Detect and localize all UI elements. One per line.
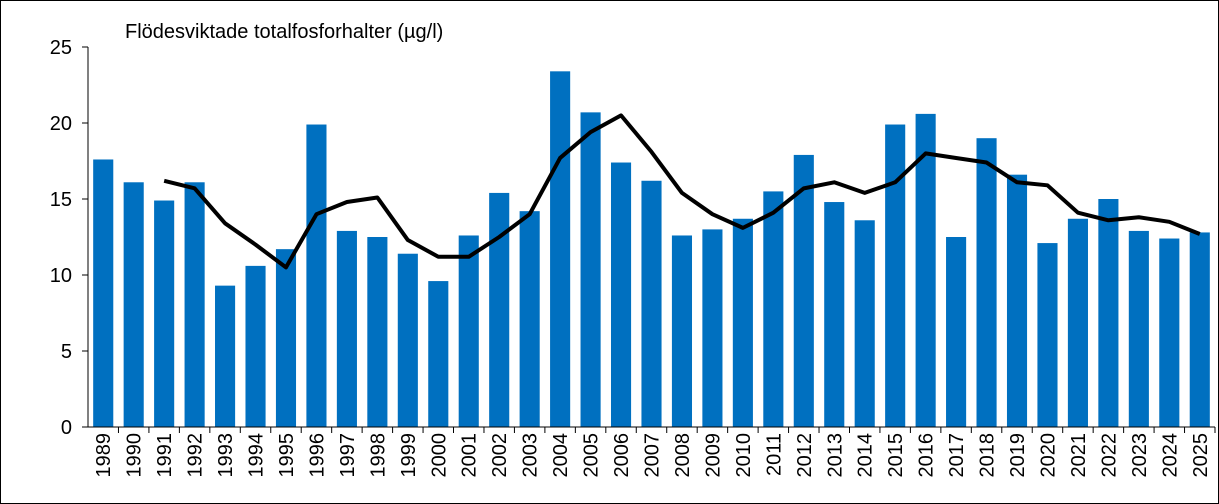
y-tick-label: 5	[61, 341, 72, 363]
bar	[671, 235, 693, 427]
y-tick-label: 25	[50, 37, 72, 59]
trend-line	[163, 113, 1201, 270]
bar	[1159, 238, 1180, 427]
bar	[245, 265, 266, 427]
x-tick-label: 1989	[93, 433, 115, 478]
bar	[793, 154, 814, 428]
bar	[610, 162, 632, 427]
bar	[885, 124, 906, 428]
x-tick-label: 2020	[1037, 433, 1059, 478]
x-tick-label: 2012	[794, 433, 816, 478]
bar	[946, 237, 967, 427]
bar	[580, 112, 601, 428]
x-tick-label: 2021	[1068, 433, 1090, 478]
x-tick-label: 2023	[1129, 433, 1151, 478]
bar	[428, 281, 449, 427]
bar	[93, 159, 114, 428]
bar	[367, 237, 388, 427]
bar	[519, 211, 540, 427]
bar	[215, 285, 236, 427]
bar	[641, 180, 662, 427]
x-tick-label: 1990	[124, 433, 146, 478]
bar	[1067, 218, 1088, 427]
x-tick-label: 2009	[702, 433, 724, 478]
x-tick-label: 2002	[489, 433, 511, 478]
bar	[763, 191, 784, 427]
x-tick-label: 1993	[215, 433, 237, 478]
x-tick-label: 2015	[885, 433, 907, 478]
x-tick-label: 2016	[916, 433, 938, 478]
bar	[732, 218, 753, 427]
x-tick-label: 2018	[977, 433, 999, 478]
x-tick-label: 1999	[398, 433, 420, 478]
bar	[1037, 243, 1058, 427]
bar	[1098, 199, 1119, 427]
x-tick-label: 1997	[337, 433, 359, 478]
x-tick-label: 1992	[185, 433, 207, 478]
y-tick-label: 10	[50, 265, 72, 287]
x-tick-label: 2006	[611, 433, 633, 478]
x-tick-label: 1998	[367, 433, 389, 478]
bar	[458, 235, 479, 427]
bar	[702, 229, 723, 427]
x-tick-label: 2022	[1098, 433, 1120, 478]
x-tick-label: 2010	[733, 433, 755, 478]
y-tick-label: 15	[50, 189, 72, 211]
bar	[184, 182, 205, 427]
bar	[550, 71, 571, 427]
bar	[854, 220, 875, 427]
bar	[824, 202, 845, 427]
bar	[154, 200, 175, 427]
x-tick-label: 1995	[276, 433, 298, 478]
bar	[489, 192, 510, 427]
bar	[397, 253, 418, 427]
x-tick-label: 2011	[763, 433, 785, 476]
bar	[1128, 230, 1149, 427]
x-tick-label: 2001	[459, 433, 481, 478]
x-tick-label: 2019	[1007, 433, 1029, 478]
x-tick-label: 2000	[428, 433, 450, 478]
bar	[123, 182, 144, 427]
x-tick-label: 1991	[154, 433, 176, 478]
x-tick-label: 2017	[946, 433, 968, 478]
x-tick-label: 2005	[581, 433, 603, 478]
bar	[1006, 174, 1028, 427]
x-tick-label: 2008	[672, 433, 694, 478]
x-tick-label: 2025	[1190, 433, 1212, 478]
x-tick-label: 2014	[855, 433, 877, 478]
bar	[1189, 232, 1210, 427]
x-tick-label: 1996	[306, 433, 328, 478]
bar	[275, 249, 297, 427]
x-tick-label: 2007	[642, 433, 664, 478]
x-tick-label: 2003	[520, 433, 542, 478]
y-tick-label: 0	[61, 417, 72, 439]
y-tick-label: 20	[50, 113, 72, 135]
chart-title: Flödesviktade totalfosforhalter (µg/l)	[125, 21, 443, 43]
x-tick-label: 2013	[824, 433, 846, 478]
bar	[915, 113, 936, 427]
x-tick-label: 2004	[550, 433, 572, 478]
bar	[336, 230, 357, 427]
x-tick-label: 2024	[1159, 433, 1181, 478]
bar	[306, 124, 327, 428]
x-tick-label: 1994	[246, 433, 268, 478]
bar	[976, 138, 997, 427]
